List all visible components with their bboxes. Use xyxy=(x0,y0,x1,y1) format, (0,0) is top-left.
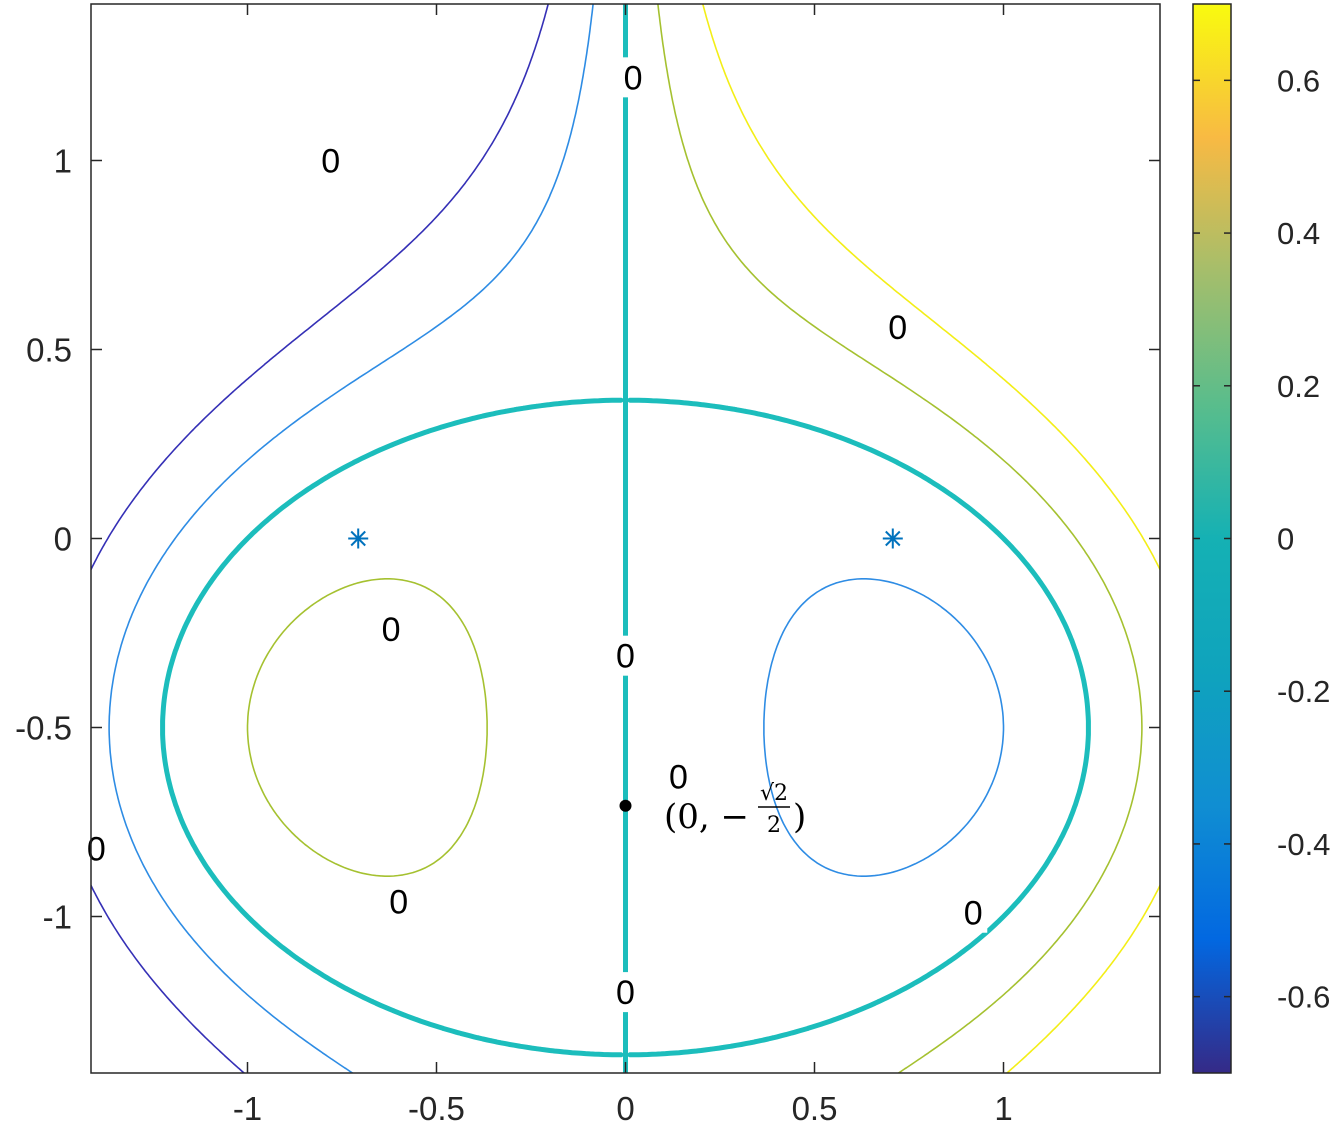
contour-label-bg xyxy=(611,635,640,676)
contour-level-0 xyxy=(91,4,549,1073)
colorbar-tick-label: 0.2 xyxy=(1277,369,1320,404)
contour-label-bg xyxy=(883,306,912,347)
colorbar-tick-label: -0.4 xyxy=(1277,827,1330,862)
annotation-close: ) xyxy=(793,797,806,837)
contour-label: 0 xyxy=(616,974,635,1012)
contour-label-bg xyxy=(82,828,111,869)
contour-label: 0 xyxy=(389,883,408,921)
x-tick-label: -0.5 xyxy=(408,1090,465,1127)
contour-label: 0 xyxy=(888,309,907,347)
contour-label: 0 xyxy=(382,611,401,649)
colorbar-tick-label: 0 xyxy=(1277,522,1294,557)
contour-labels: 0 0 0 0 0 0 0 0 0 0 xyxy=(82,57,988,1013)
contour-level-2 xyxy=(160,4,1091,1073)
point-annotation: (0, − √2 2 ) xyxy=(664,781,806,838)
y-tick-label: 0 xyxy=(54,521,72,558)
saddle-point xyxy=(619,799,632,812)
y-tick-label: 1 xyxy=(54,142,72,179)
axis-ticks: -1 -0.5 0 0.5 1 1 0.5 0 -0.5 -1 xyxy=(15,4,1160,1127)
x-tick-label: 0.5 xyxy=(792,1090,838,1127)
y-tick-label: -1 xyxy=(43,899,72,936)
contour-label-bg xyxy=(619,57,648,98)
y-tick-label: 0.5 xyxy=(26,331,72,368)
y-tick-label: -0.5 xyxy=(15,710,72,747)
x-tick-label: -1 xyxy=(233,1090,262,1127)
colorbar-tick-label: 0.6 xyxy=(1277,63,1320,98)
contour-label-bg xyxy=(316,140,345,181)
contour-level-3 xyxy=(246,4,1143,1073)
contour-lines xyxy=(91,4,1160,1073)
contour-label: 0 xyxy=(624,59,643,97)
contour-label-bg xyxy=(611,972,640,1013)
contour-label-bg xyxy=(664,756,693,797)
annotation-open: (0, − xyxy=(664,797,749,837)
contour-label: 0 xyxy=(669,759,688,797)
contour-label: 0 xyxy=(321,142,340,180)
colorbar-tick-label: 0.4 xyxy=(1277,216,1320,251)
x-tick-label: 0 xyxy=(616,1090,634,1127)
annotation-denominator: 2 xyxy=(767,813,781,838)
markers xyxy=(348,528,903,812)
colorbar-ticks: 0.6 0.4 0.2 0 -0.2 -0.4 -0.6 xyxy=(1193,63,1330,1015)
star-marker xyxy=(882,528,903,549)
star-marker xyxy=(348,528,369,549)
contour-label: 0 xyxy=(616,638,635,676)
x-tick-label: 1 xyxy=(994,1090,1012,1127)
contour-label-bg xyxy=(384,881,413,922)
contour-label: 0 xyxy=(87,830,106,868)
contour-label: 0 xyxy=(964,895,983,933)
contour-label-bg xyxy=(959,892,988,933)
colorbar-tick-label: -0.2 xyxy=(1277,674,1330,709)
contour-label-bg xyxy=(377,609,406,650)
colorbar-tick-label: -0.6 xyxy=(1277,980,1330,1015)
contour-level-1 xyxy=(108,4,1005,1073)
annotation-numerator: √2 xyxy=(760,781,788,806)
